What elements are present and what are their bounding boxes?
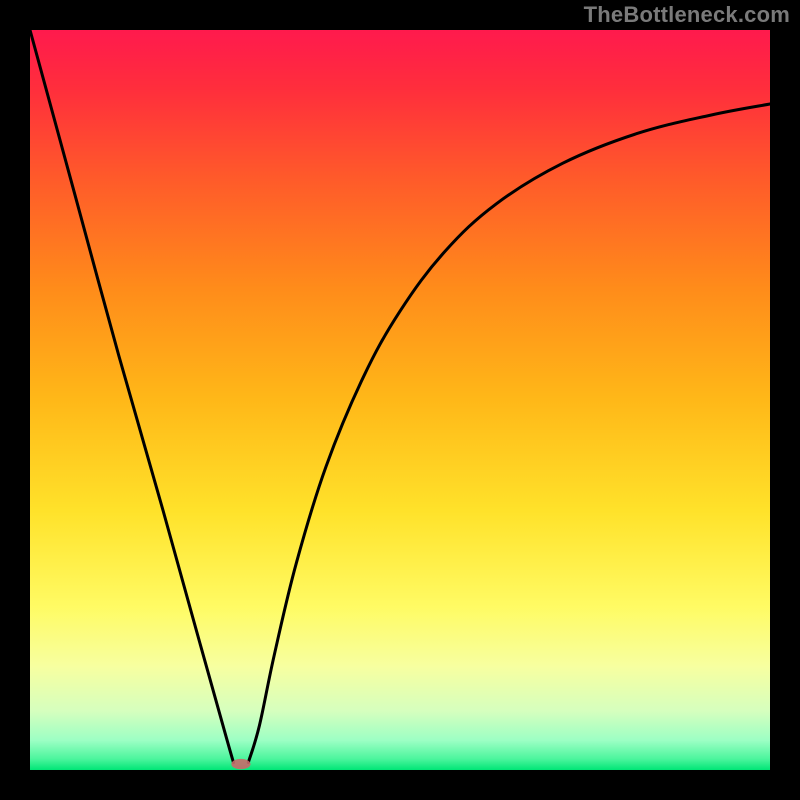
plot-background [30,30,770,770]
bottleneck-curve-chart [0,0,800,800]
notch-marker [231,759,250,769]
chart-container: TheBottleneck.com [0,0,800,800]
